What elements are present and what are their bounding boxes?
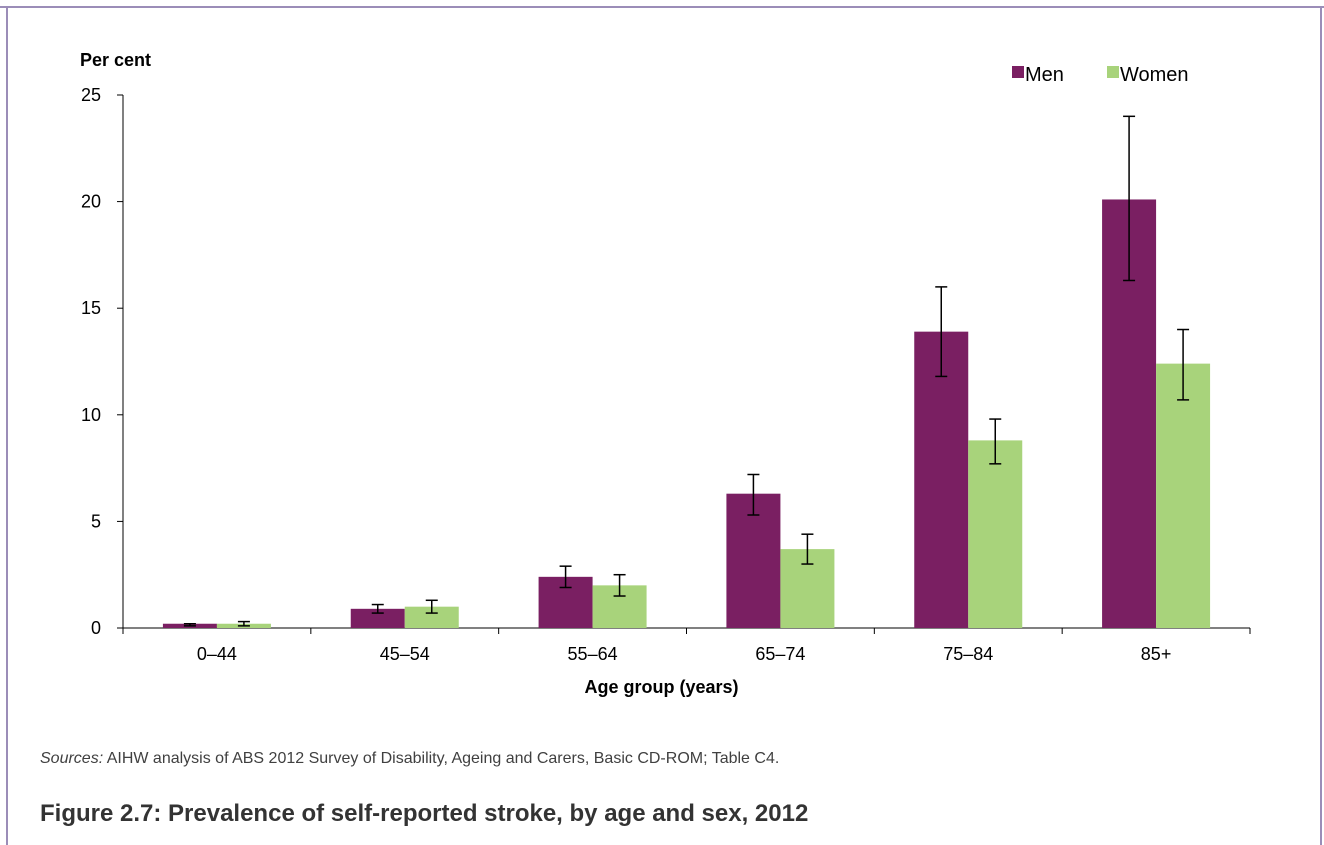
bar-men <box>350 608 405 628</box>
frame-top-border <box>0 6 1324 8</box>
frame-right-border <box>1320 6 1322 845</box>
y-tick-label: 20 <box>81 192 101 212</box>
bar-women <box>968 440 1023 628</box>
y-axis-label: Per cent <box>80 50 151 70</box>
x-tick-label: 75–84 <box>943 644 993 664</box>
y-tick-label: 5 <box>91 511 101 531</box>
legend-label-men: Men <box>1025 64 1064 86</box>
source-note: Sources: AIHW analysis of ABS 2012 Surve… <box>40 750 779 768</box>
x-tick-label: 0–44 <box>197 644 237 664</box>
legend-swatch-women <box>1107 66 1119 78</box>
legend-label-women: Women <box>1120 64 1189 86</box>
x-tick-label: 85+ <box>1141 644 1172 664</box>
x-tick-label: 45–54 <box>380 644 430 664</box>
x-tick-label: 65–74 <box>755 644 805 664</box>
y-tick-label: 0 <box>91 618 101 638</box>
y-tick-label: 10 <box>81 405 101 425</box>
source-text: AIHW analysis of ABS 2012 Survey of Disa… <box>106 750 780 767</box>
x-axis-label: Age group (years) <box>584 677 738 697</box>
y-tick-label: 15 <box>81 298 101 318</box>
bar-women <box>1156 363 1211 628</box>
frame-left-border <box>6 6 8 845</box>
bar-men <box>914 331 969 628</box>
legend-swatch-men <box>1012 66 1024 78</box>
x-tick-label: 55–64 <box>568 644 618 664</box>
figure-caption: Figure 2.7: Prevalence of self-reported … <box>40 800 809 827</box>
bar-women <box>404 606 459 628</box>
bar-chart: 0 5 10 15 20 25 Per cent 0–44 45–54 55–64 65–74 75–… <box>80 50 1251 697</box>
y-tick-label: 25 <box>81 85 101 105</box>
source-label: Sources: <box>40 750 104 767</box>
bar-men <box>726 493 781 628</box>
